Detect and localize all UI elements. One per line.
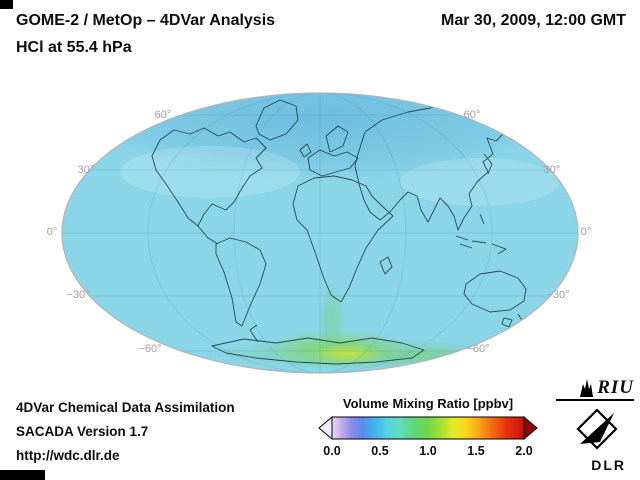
lat-label-right-0: 0° — [580, 226, 592, 238]
frame-marker-bottom-left — [0, 470, 45, 480]
caption-version: SACADA Version 1.7 — [16, 424, 149, 439]
colorbar-underflow-arrow — [318, 416, 333, 440]
dlr-label: DLR — [591, 457, 626, 473]
lat-label-left-0: 0° — [46, 226, 58, 238]
riu-label: RIU — [597, 377, 634, 398]
colorbar — [318, 416, 538, 440]
colorbar-tick-1: 0.5 — [371, 444, 389, 458]
caption-assimilation: 4DVar Chemical Data Assimilation — [16, 400, 235, 415]
lat-label-left-m30: −30° — [66, 289, 90, 301]
lat-label-right-30: 30° — [543, 164, 561, 176]
colorbar-title: Volume Mixing Ratio [ppbv] — [342, 396, 514, 411]
map-outline — [61, 92, 579, 374]
riu-spire-icon — [580, 379, 594, 397]
lat-label-right-m60: −60° — [466, 343, 490, 355]
riu-logo: RIU — [556, 376, 634, 401]
plot-title: GOME-2 / MetOp – 4DVar Analysis — [16, 12, 276, 29]
lat-label-left-60: 60° — [154, 109, 172, 121]
dlr-logo: DLR — [566, 408, 628, 473]
caption-url: http://wdc.dlr.de — [16, 448, 120, 463]
colorbar-ticks: 0.0 0.5 1.0 1.5 2.0 — [318, 444, 538, 460]
colorbar-tick-3: 1.5 — [467, 444, 485, 458]
lat-label-left-30: 30° — [77, 164, 95, 176]
lat-label-right-m30: −30° — [546, 289, 570, 301]
hcl-anomaly-core — [311, 344, 383, 364]
north-polar-shading — [80, 93, 560, 180]
midlat-haze-west — [120, 146, 300, 198]
plot-subtitle: HCl at 55.4 hPa — [16, 39, 132, 56]
colorbar-tick-0: 0.0 — [323, 444, 341, 458]
lat-label-left-m60: −60° — [138, 343, 162, 355]
frame-marker-top-left — [0, 0, 13, 9]
colorbar-tick-2: 1.0 — [419, 444, 437, 458]
midlat-haze-east — [400, 158, 560, 206]
colorbar-tick-4: 2.0 — [515, 444, 533, 458]
world-map — [61, 92, 579, 374]
lat-label-right-60: 60° — [463, 109, 481, 121]
dlr-emblem-icon — [576, 408, 618, 450]
plot-datetime: Mar 30, 2009, 12:00 GMT — [441, 12, 626, 29]
colorbar-overflow-arrow — [523, 416, 538, 440]
colorbar-gradient-bar — [331, 416, 525, 440]
hcl-plume — [319, 282, 345, 358]
